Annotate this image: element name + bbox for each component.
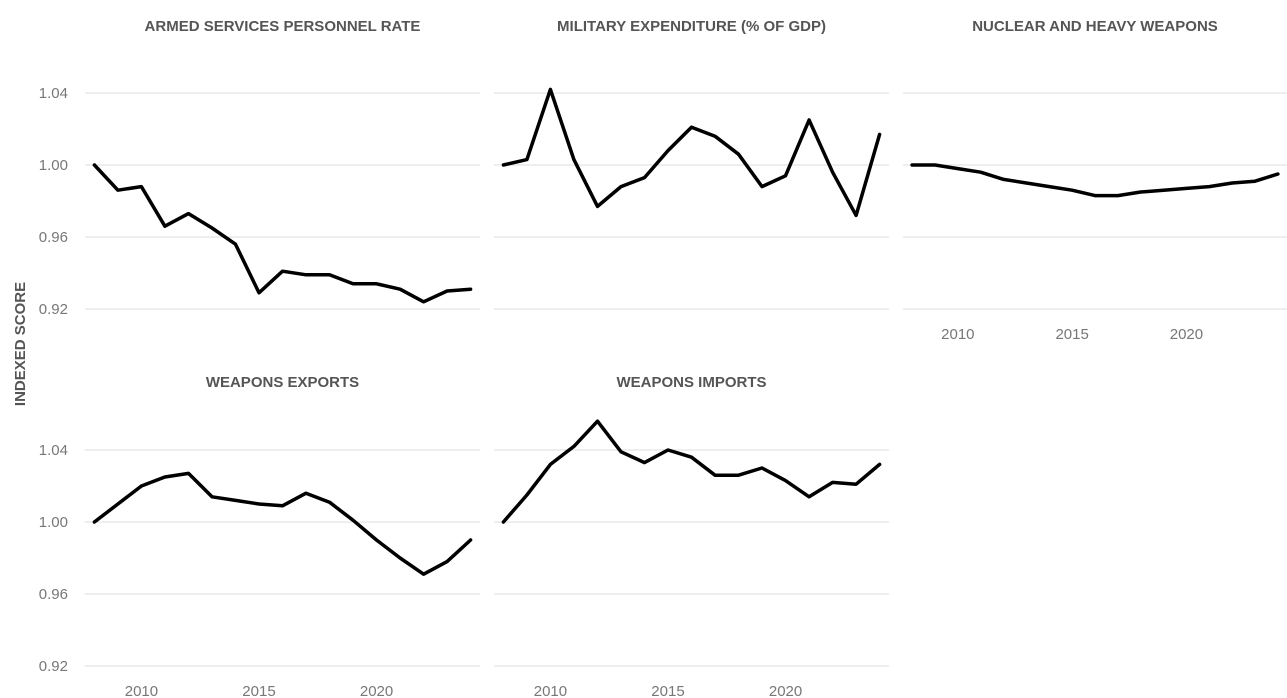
facet-panel: MILITARY EXPENDITURE (% OF GDP): [494, 18, 889, 310]
facet-panel: ARMED SERVICES PERSONNEL RATE 1.04 1.00 0.9…: [39, 18, 480, 318]
x-tick-label: 2010: [534, 683, 567, 698]
series-line: [501, 419, 882, 524]
panel-title: MILITARY EXPENDITURE (% OF GDP): [557, 18, 826, 35]
y-tick-label: 0.92: [39, 301, 68, 318]
series-line: [92, 471, 473, 576]
x-tick-label: 2010: [125, 683, 158, 698]
x-tick-label: 2020: [769, 683, 802, 698]
x-tick-label: 2020: [1170, 326, 1203, 343]
y-tick-label: 1.00: [39, 514, 68, 531]
y-tick-label: 0.96: [39, 229, 68, 246]
series-line: [910, 163, 1280, 198]
facet-panel: NUCLEAR AND HEAVY WEAPONS 2010 2015 2020: [903, 18, 1287, 343]
y-tick-label: 1.04: [39, 85, 68, 102]
panel-title: ARMED SERVICES PERSONNEL RATE: [145, 18, 421, 35]
facet-panels: ARMED SERVICES PERSONNEL RATE 1.04 1.00 0.9…: [39, 18, 1287, 698]
panel-title: WEAPONS IMPORTS: [616, 374, 766, 391]
x-tick-label: 2015: [1055, 326, 1088, 343]
x-tick-label: 2015: [242, 683, 275, 698]
y-tick-label: 1.04: [39, 442, 68, 459]
series-line: [92, 163, 473, 304]
series-line: [501, 87, 882, 218]
y-tick-label: 1.00: [39, 157, 68, 174]
y-tick-label: 0.96: [39, 586, 68, 603]
y-axis-title: INDEXED SCORE: [12, 282, 29, 406]
x-tick-label: 2015: [651, 683, 684, 698]
panel-title: WEAPONS EXPORTS: [206, 374, 359, 391]
x-tick-label: 2020: [360, 683, 393, 698]
y-tick-label: 0.92: [39, 658, 68, 675]
panel-title: NUCLEAR AND HEAVY WEAPONS: [972, 18, 1218, 35]
facet-panel: WEAPONS IMPORTS 2010 2015 2020: [494, 374, 889, 698]
facet-panel: WEAPONS EXPORTS 1.04 1.00 0.96 0.92 2010 2015 2…: [39, 374, 480, 698]
x-tick-label: 2010: [941, 326, 974, 343]
